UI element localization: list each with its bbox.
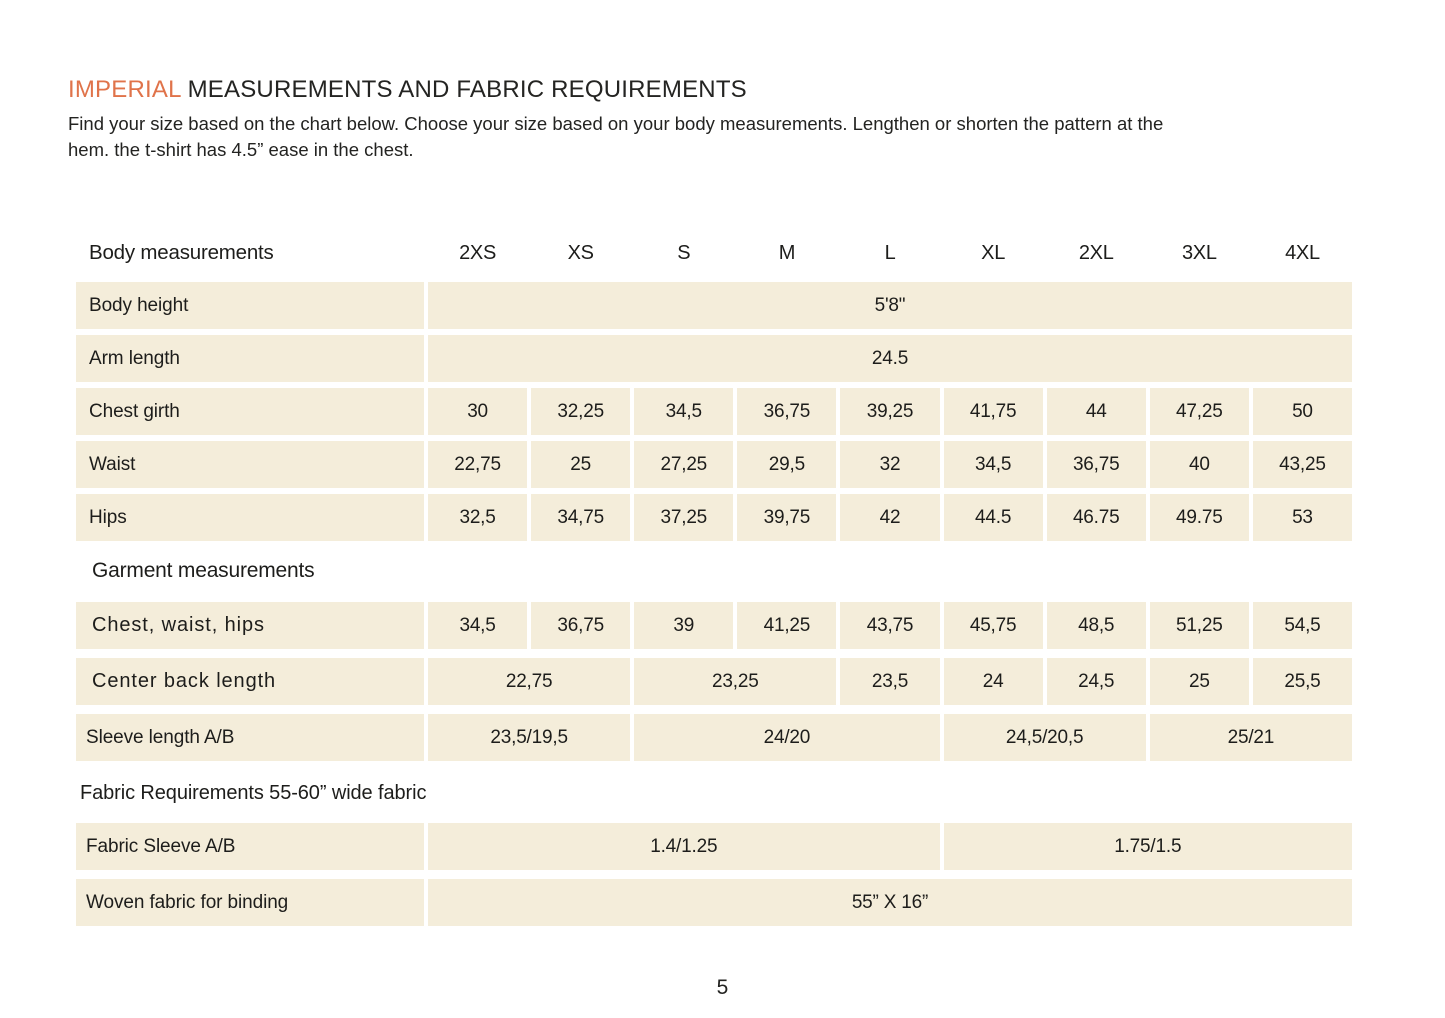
table-row: Hips 32,5 34,75 37,25 39,75 42 44.5 46.75 49.75 5… [76,494,1352,541]
table-cell: 1.75/1.5 [943,823,1352,870]
table-cell: 30 [428,388,528,435]
row-label: Waist [76,441,424,488]
size-column-header: 2XS [459,241,496,264]
table-row: Body height 5'8" [76,282,1352,329]
table-cell: 25 [1149,658,1249,705]
table-cell: 51,25 [1149,602,1249,649]
table-cell: 24,5/20,5 [943,714,1146,761]
intro-paragraph: Find your size based on the chart below.… [68,111,1378,163]
table-cell: 37,25 [634,494,734,541]
table-cell: 41,75 [943,388,1043,435]
table-cell: 49.75 [1149,494,1249,541]
table-cell: 41,25 [737,602,837,649]
table-row: Fabric Sleeve A/B 1.4/1.25 1.75/1.5 [76,823,1352,870]
table-row: Chest, waist, hips 34,5 36,75 39 41,25 43,75 4… [76,602,1352,649]
table-row: Sleeve length A/B 23,5/19,5 24/20 24,5/20,5… [76,714,1352,761]
table-cell: 54,5 [1252,602,1352,649]
table-cell: 27,25 [634,441,734,488]
size-column-header: XS [567,241,594,264]
row-label: Hips [76,494,424,541]
table-cell: 45,75 [943,602,1043,649]
table-cell: 29,5 [737,441,837,488]
table-row: Center back length 22,75 23,25 23,5 24 24,5 25… [76,658,1352,705]
table-cell: 24.5 [428,335,1352,382]
row-label: Center back length [76,658,424,705]
table-cell: 25 [531,441,631,488]
intro-line-1: Find your size based on the chart below.… [68,113,1164,134]
page-number: 5 [716,976,729,999]
table-cell: 55” X 16” [428,879,1352,926]
table-cell: 39 [634,602,734,649]
table-row: Waist 22,75 25 27,25 29,5 32 34,5 36,75 40 43,25 [76,441,1352,488]
row-label: Arm length [76,335,424,382]
table-cell: 39,25 [840,388,940,435]
table-row: Woven fabric for binding 55” X 16” [76,879,1352,926]
page-title: IMPERIAL MEASUREMENTS AND FABRIC REQUIRE… [68,76,1445,104]
table-cell: 36,75 [1046,441,1146,488]
table-cell: 23,25 [634,658,837,705]
table-cell: 22,75 [428,441,528,488]
table-cell: 32,25 [531,388,631,435]
table-cell: 22,75 [428,658,631,705]
size-column-header: XL [981,241,1006,264]
row-label: Sleeve length A/B [76,714,424,761]
table-cell: 34,5 [943,441,1043,488]
table-cell: 34,5 [428,602,528,649]
row-label: Body height [76,282,424,329]
table-cell: 23,5/19,5 [428,714,631,761]
row-label: Chest, waist, hips [76,602,424,649]
table-cell: 34,75 [531,494,631,541]
table-cell: 25/21 [1149,714,1352,761]
table-cell: 43,25 [1252,441,1352,488]
measurements-table: Body measurements 2XS XS S M L XL 2XL 3XL 4XL Bo… [76,237,1352,926]
table-cell: 34,5 [634,388,734,435]
table-cell: 23,5 [840,658,940,705]
table-cell: 39,75 [737,494,837,541]
table-cell: 32,5 [428,494,528,541]
table-cell: 46.75 [1046,494,1146,541]
table-cell: 24 [943,658,1043,705]
table-cell: 36,75 [531,602,631,649]
row-label: Woven fabric for binding [76,879,424,926]
table-cell: 25,5 [1252,658,1352,705]
size-header-row: Body measurements 2XS XS S M L XL 2XL 3XL 4XL [76,237,1352,269]
body-measurement-rows: Body height 5'8" Arm length 24.5 Chest girth… [76,282,1352,541]
table-cell: 32 [840,441,940,488]
table-cell: 48,5 [1046,602,1146,649]
fabric-requirement-rows: Fabric Sleeve A/B 1.4/1.25 1.75/1.5 Woven f… [76,823,1352,926]
table-cell: 36,75 [737,388,837,435]
table-cell: 40 [1149,441,1249,488]
size-column-header: M [778,241,796,264]
table-cell: 5'8" [428,282,1352,329]
size-column-header: 3XL [1181,241,1217,264]
size-column-header: 4XL [1285,241,1320,264]
table-row: Chest girth 30 32,25 34,5 36,75 39,25 41,75 44 4… [76,388,1352,435]
intro-line-2: hem. the t-shirt has 4.5” ease in the ch… [68,139,414,160]
table-cell: 24,5 [1046,658,1146,705]
table-cell: 24/20 [634,714,940,761]
table-cell: 42 [840,494,940,541]
fabric-section-heading: Fabric Requirements 55-60” wide fabric [80,782,427,804]
table-row: Arm length 24.5 [76,335,1352,382]
garment-section-heading: Garment measurements [92,559,315,582]
row-label: Fabric Sleeve A/B [76,823,424,870]
table-cell: 44.5 [943,494,1043,541]
size-column-header: 2XL [1078,241,1114,264]
size-column-header: S [677,241,691,264]
table-cell: 43,75 [840,602,940,649]
table-cell: 44 [1046,388,1146,435]
table-cell: 1.4/1.25 [428,823,940,870]
garment-measurement-rows: Chest, waist, hips 34,5 36,75 39 41,25 43,75 4… [76,602,1352,761]
table-cell: 50 [1252,388,1352,435]
size-header-label: Body measurements [89,241,274,264]
row-label: Chest girth [76,388,424,435]
size-column-header: L [884,241,896,264]
page-title-accent: IMPERIAL [68,76,181,103]
page-title-rest: MEASUREMENTS AND FABRIC REQUIREMENTS [180,76,747,103]
table-cell: 47,25 [1149,388,1249,435]
table-cell: 53 [1252,494,1352,541]
